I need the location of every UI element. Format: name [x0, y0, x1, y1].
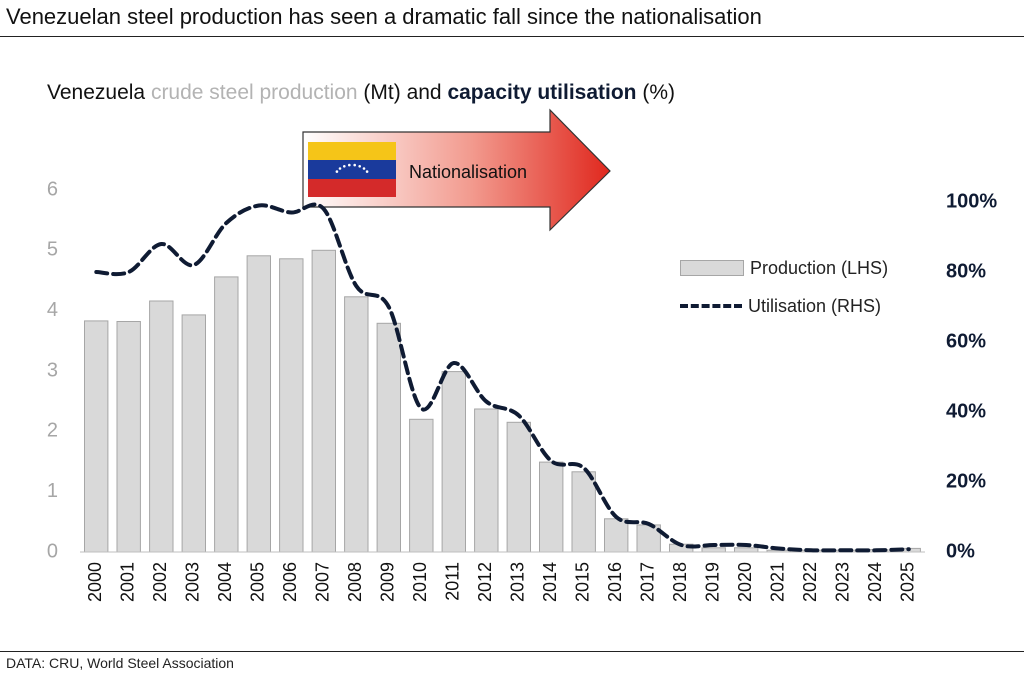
y-left-tick-label: 2: [47, 420, 58, 442]
x-tick-label-2015: 2015: [573, 562, 593, 602]
x-tick-label-2011: 2011: [443, 562, 463, 601]
y-right-tick-label: 40%: [946, 400, 986, 422]
chart-subtitle: Venezuela crude steel production (Mt) an…: [47, 81, 675, 105]
bar-production-2006: [279, 258, 304, 553]
nationalisation-annotation: Nationalisation: [302, 108, 611, 232]
bar-production-2001: [116, 321, 141, 553]
subtitle-lhs-metric: crude steel production: [150, 81, 358, 104]
y-left-tick-label: 4: [47, 299, 58, 321]
y-right-tick-label: 20%: [946, 470, 986, 492]
source-note: DATA: CRU, World Steel Association: [6, 655, 234, 671]
nationalisation-arrow: [302, 108, 611, 232]
legend-production-swatch: [680, 260, 744, 276]
headline: Venezuelan steel production has seen a d…: [6, 4, 762, 29]
nationalisation-label: Nationalisation: [409, 162, 527, 182]
venezuela-flag-icon: [308, 142, 396, 197]
x-tick-label-2002: 2002: [150, 562, 170, 602]
x-tick-label-2018: 2018: [670, 562, 690, 602]
bar-production-2007: [311, 249, 337, 553]
y-left-tick-label: 0: [47, 540, 58, 562]
x-tick-label-2019: 2019: [703, 562, 723, 602]
bar-production-2016: [604, 518, 629, 553]
bar-production-2000: [84, 320, 109, 553]
y-right-tick-label: 80%: [946, 260, 986, 282]
subtitle-rhs-metric: capacity utilisation: [447, 81, 637, 104]
x-tick-label-2012: 2012: [475, 562, 495, 602]
x-tick-label-2007: 2007: [313, 562, 333, 602]
bar-production-2014: [539, 461, 564, 553]
bar-production-2020: [734, 547, 759, 553]
top-divider: [0, 36, 1024, 37]
x-tick-label-2006: 2006: [280, 562, 300, 602]
y-left-tick-label: 5: [47, 239, 58, 261]
y-right-tick-label: 0%: [946, 540, 975, 562]
x-tick-label-2010: 2010: [410, 562, 430, 602]
legend-utilisation-swatch: [680, 304, 742, 308]
utilisation-line: [94, 202, 911, 553]
bar-production-2012: [474, 408, 499, 553]
bar-production-2004: [214, 276, 239, 553]
subtitle-lhs-unit: (Mt) and: [363, 81, 442, 104]
x-tick-label-2001: 2001: [118, 562, 138, 602]
x-tick-label-2017: 2017: [638, 562, 658, 602]
x-tick-label-2022: 2022: [800, 562, 820, 602]
x-tick-label-2020: 2020: [735, 562, 755, 602]
y-right-tick-label: 100%: [946, 190, 997, 212]
bar-production-2015: [571, 471, 596, 553]
y-left-tick-label: 6: [47, 178, 58, 200]
bar-production-2019: [701, 547, 726, 553]
chart-legend: Production (LHS) Utilisation (RHS): [680, 256, 888, 332]
x-tick-label-2013: 2013: [508, 562, 528, 602]
legend-production-label: Production (LHS): [750, 257, 889, 278]
bar-production-2010: [409, 418, 434, 553]
x-tick-label-2008: 2008: [345, 562, 365, 602]
y-left-tick-label: 3: [47, 359, 58, 381]
bar-production-2005: [246, 255, 272, 553]
bar-production-2011: [441, 371, 467, 553]
bar-production-2003: [181, 314, 207, 553]
legend-utilisation-label: Utilisation (RHS): [748, 295, 882, 316]
y-right-tick-label: 60%: [946, 330, 986, 352]
subtitle-rhs-unit: (%): [642, 81, 676, 104]
bar-production-2009: [376, 322, 402, 553]
legend-item-production: Production (LHS): [680, 256, 888, 280]
bar-production-2013: [506, 421, 532, 553]
x-tick-label-2009: 2009: [378, 562, 398, 602]
bar-production-2017: [636, 524, 661, 553]
x-tick-label-2023: 2023: [833, 562, 853, 602]
x-tick-label-2004: 2004: [215, 562, 235, 602]
legend-item-utilisation: Utilisation (RHS): [680, 294, 888, 318]
x-tick-label-2003: 2003: [183, 562, 203, 602]
bar-production-2002: [149, 300, 174, 553]
x-tick-label-2021: 2021: [768, 562, 788, 602]
x-tick-label-2005: 2005: [248, 562, 268, 602]
bar-production-2008: [344, 296, 369, 553]
x-tick-label-2016: 2016: [605, 562, 625, 602]
bottom-divider: [0, 651, 1024, 652]
x-tick-label-2000: 2000: [85, 562, 105, 602]
x-tick-label-2024: 2024: [865, 562, 885, 602]
x-tick-label-2025: 2025: [898, 562, 918, 602]
subtitle-country: Venezuela: [47, 81, 146, 104]
y-left-tick-label: 1: [47, 480, 58, 502]
x-tick-label-2014: 2014: [540, 562, 560, 602]
